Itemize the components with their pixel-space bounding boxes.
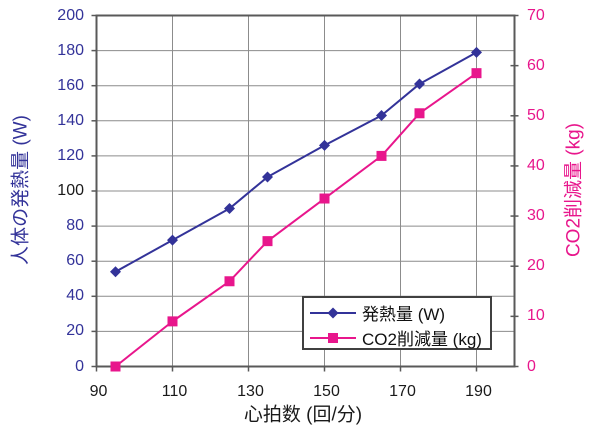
right-axis-tick-label: 60 (527, 56, 545, 74)
co2-data-point-marker (471, 68, 482, 79)
x-axis-tick-label: 90 (89, 383, 108, 400)
right-axis-tick-label: 40 (527, 156, 545, 174)
co2-data-point-marker (376, 150, 387, 161)
right-axis-tick-label: 20 (527, 257, 545, 275)
heat-data-point-marker (471, 46, 482, 58)
x-axis-tick-label: 110 (161, 383, 188, 400)
heat-data-point-marker (262, 171, 273, 183)
legend-item-heat: 発熱量 (W) (308, 300, 486, 325)
left-axis-tick-label: 100 (57, 182, 84, 199)
legend-label-heat: 発熱量 (W) (362, 305, 446, 324)
left-axis-title: 人体の発熱量 (W) (10, 115, 32, 265)
left-axis-tick-label: 40 (66, 287, 84, 305)
co2-series-line (114, 72, 478, 368)
co2-data-point-marker (319, 193, 330, 204)
co2-data-point-marker (328, 332, 338, 343)
heat-data-point-marker (167, 234, 178, 246)
left-axis-tick-label: 20 (66, 322, 84, 340)
right-axis-tick-label: 30 (527, 207, 545, 225)
left-axis-tick-label: 200 (57, 6, 84, 24)
legend-label-co2: CO2削減量 (kg) (362, 330, 482, 349)
right-axis-tick-label: 70 (527, 6, 545, 24)
right-axis-title: CO2削減量 (kg) (563, 122, 585, 258)
heat-data-point-marker (327, 307, 339, 318)
co2-data-point-marker (262, 236, 273, 247)
heat-series-legend-marker (310, 307, 356, 318)
co2-data-point-marker (414, 108, 425, 119)
legend: 発熱量 (W) CO2削減量 (kg) (302, 296, 492, 350)
x-axis-tick-label: 130 (237, 383, 264, 400)
legend-item-co2: CO2削減量 (kg) (308, 325, 486, 350)
x-axis-title: 心拍数 (回/分) (243, 404, 363, 426)
left-axis-tick-label: 60 (66, 252, 84, 270)
heat-data-point-marker (319, 139, 330, 151)
heat-data-point-marker (376, 110, 387, 122)
co2-series-legend-marker (310, 332, 356, 343)
left-axis-tick-label: 120 (57, 146, 84, 164)
heat-series-line (115, 51, 477, 273)
heat-data-point-marker (414, 78, 425, 90)
left-axis-tick-label: 80 (66, 217, 84, 235)
right-axis-tick-label: 50 (527, 106, 545, 124)
x-axis-tick-label: 170 (389, 383, 416, 400)
left-axis-tick-label: 0 (75, 357, 84, 375)
co2-data-point-marker (224, 276, 235, 287)
left-axis-tick-label: 140 (57, 111, 84, 129)
co2-data-point-marker (167, 316, 178, 327)
left-axis-tick-label: 180 (57, 41, 84, 59)
x-axis-tick-label: 190 (465, 383, 492, 400)
heat-data-point-marker (224, 203, 235, 215)
heat-data-point-marker (110, 266, 121, 278)
x-axis-tick-label: 150 (313, 383, 340, 400)
co2-data-point-marker (110, 361, 121, 372)
right-axis-tick-label: 0 (527, 357, 536, 375)
right-axis-tick-label: 10 (527, 307, 545, 325)
left-axis-tick-label: 160 (57, 76, 84, 94)
